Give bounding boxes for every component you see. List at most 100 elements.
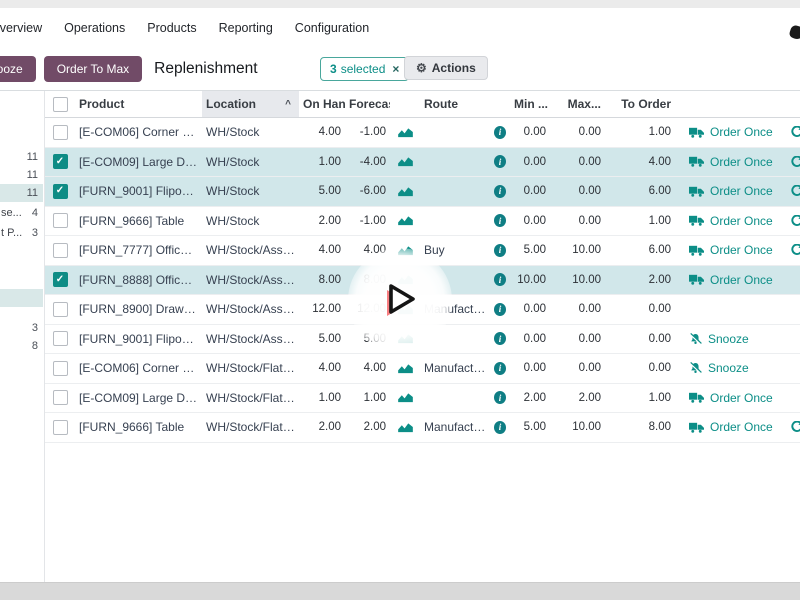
filter-item[interactable]: 3: [0, 319, 43, 337]
bell-slash-icon: [689, 362, 702, 374]
header-min[interactable]: Min ...: [510, 97, 550, 111]
info-icon[interactable]: i: [490, 421, 510, 434]
on-hand-cell: 4.00: [299, 362, 345, 374]
forecast-chart-icon[interactable]: [390, 186, 420, 197]
search-panel: 11 11 11 se...4 t P...3 3 8: [0, 91, 45, 583]
table-row[interactable]: [FURN_9666] Table WH/Stock 2.00 -1.00 i …: [45, 207, 800, 237]
order-once-button[interactable]: Order Once: [689, 273, 773, 287]
info-icon[interactable]: i: [490, 332, 510, 345]
info-icon[interactable]: i: [490, 214, 510, 227]
row-checkbox[interactable]: [45, 125, 75, 140]
row-checkbox-checked[interactable]: ✓: [45, 272, 75, 287]
order-to-max-button[interactable]: Order To Max: [44, 56, 142, 82]
filter-item[interactable]: 8: [0, 337, 43, 355]
info-icon[interactable]: i: [490, 244, 510, 257]
forecast-chart-icon[interactable]: [390, 156, 420, 167]
info-icon[interactable]: i: [490, 273, 510, 286]
truck-icon: [689, 186, 704, 197]
row-checkbox[interactable]: [45, 213, 75, 228]
automate-button[interactable]: Automate: [791, 243, 800, 257]
row-checkbox-checked[interactable]: ✓: [45, 184, 75, 199]
order-once-button[interactable]: Order Once: [689, 391, 773, 405]
video-play-overlay[interactable]: [348, 248, 452, 352]
forecast-cell: -6.00: [345, 185, 390, 197]
order-once-button[interactable]: Order Once: [689, 420, 773, 434]
automate-button[interactable]: Automate: [791, 420, 800, 434]
row-checkbox[interactable]: [45, 243, 75, 258]
header-route[interactable]: Route: [420, 97, 490, 111]
to-order-cell: 1.00: [605, 392, 675, 404]
max-cell: 10.00: [550, 244, 605, 256]
actions-button[interactable]: ⚙ Actions: [404, 56, 488, 80]
forecast-chart-icon[interactable]: [390, 392, 420, 403]
automate-button[interactable]: Automate: [791, 184, 800, 198]
filter-item-selected[interactable]: [0, 289, 43, 307]
table-row-selected[interactable]: ✓ [FURN_9001] Flipover WH/Stock 5.00 -6.…: [45, 177, 800, 207]
info-icon[interactable]: i: [490, 362, 510, 375]
select-all-checkbox[interactable]: [45, 97, 75, 112]
automate-button[interactable]: Automate: [791, 155, 800, 169]
table-row[interactable]: [FURN_9666] Table WH/Stock/Flat P... 2.0…: [45, 413, 800, 443]
to-order-cell: 1.00: [605, 126, 675, 138]
header-location-sorted[interactable]: Location^: [202, 91, 299, 117]
location-cell: WH/Stock: [202, 184, 299, 198]
order-once-button[interactable]: Order Once: [689, 125, 773, 139]
info-icon[interactable]: i: [490, 155, 510, 168]
snooze-row-button[interactable]: Snooze: [689, 332, 749, 346]
header-product[interactable]: Product: [75, 97, 202, 111]
forecast-chart-icon[interactable]: [390, 363, 420, 374]
snooze-button[interactable]: Snooze: [0, 56, 36, 82]
order-once-button[interactable]: Order Once: [689, 214, 773, 228]
menu-products[interactable]: Products: [147, 21, 196, 35]
header-forecast[interactable]: Forecast: [345, 97, 390, 111]
menu-configuration[interactable]: Configuration: [295, 21, 369, 35]
menu-operations[interactable]: Operations: [64, 21, 125, 35]
max-cell: 0.00: [550, 362, 605, 374]
row-checkbox[interactable]: [45, 420, 75, 435]
to-order-cell: 0.00: [605, 362, 675, 374]
info-icon[interactable]: i: [490, 126, 510, 139]
menu-reporting[interactable]: Reporting: [219, 21, 273, 35]
location-cell: WH/Stock: [202, 125, 299, 139]
to-order-cell: 1.00: [605, 215, 675, 227]
truck-icon: [689, 215, 704, 226]
filter-item-selected[interactable]: 11: [0, 184, 43, 202]
header-on-hand[interactable]: On Hand: [299, 97, 345, 111]
location-cell: WH/Stock/Asse...: [202, 332, 299, 346]
info-icon[interactable]: i: [490, 303, 510, 316]
forecast-chart-icon[interactable]: [390, 127, 420, 138]
order-once-button[interactable]: Order Once: [689, 155, 773, 169]
row-checkbox[interactable]: [45, 331, 75, 346]
filter-item[interactable]: 11: [0, 148, 43, 166]
table-row[interactable]: [E-COM09] Large Desk WH/Stock/Flat P... …: [45, 384, 800, 414]
order-once-button[interactable]: Order Once: [689, 184, 773, 198]
automate-button[interactable]: Automate: [791, 125, 800, 139]
window-top-strip: [0, 0, 800, 8]
forecast-chart-icon[interactable]: [390, 422, 420, 433]
filter-item[interactable]: 11: [0, 166, 43, 184]
clear-selection-icon[interactable]: ×: [392, 62, 399, 76]
filter-item[interactable]: se...4: [0, 204, 43, 222]
snooze-row-button[interactable]: Snooze: [689, 361, 749, 375]
row-checkbox[interactable]: [45, 361, 75, 376]
table-row[interactable]: [E-COM06] Corner Desk ... WH/Stock/Flat …: [45, 354, 800, 384]
product-cell: [FURN_9001] Flipover: [75, 184, 202, 198]
table-row[interactable]: [E-COM06] Corner Desk ... WH/Stock 4.00 …: [45, 118, 800, 148]
row-checkbox-checked[interactable]: ✓: [45, 154, 75, 169]
header-max[interactable]: Max...: [550, 97, 605, 111]
table-row-selected[interactable]: ✓ [E-COM09] Large Desk WH/Stock 1.00 -4.…: [45, 148, 800, 178]
order-once-button[interactable]: Order Once: [689, 243, 773, 257]
forecast-chart-icon[interactable]: [390, 215, 420, 226]
automate-button[interactable]: Automate: [791, 214, 800, 228]
info-icon[interactable]: i: [490, 185, 510, 198]
selected-count: 3: [330, 62, 337, 76]
to-order-cell: 6.00: [605, 244, 675, 256]
info-icon[interactable]: i: [490, 391, 510, 404]
filter-item[interactable]: t P...3: [0, 224, 43, 242]
header-to-order[interactable]: To Order: [605, 97, 675, 111]
to-order-cell: 8.00: [605, 421, 675, 433]
row-checkbox[interactable]: [45, 302, 75, 317]
row-checkbox[interactable]: [45, 390, 75, 405]
min-cell: 0.00: [510, 126, 550, 138]
menu-overview[interactable]: Overview: [0, 21, 42, 35]
